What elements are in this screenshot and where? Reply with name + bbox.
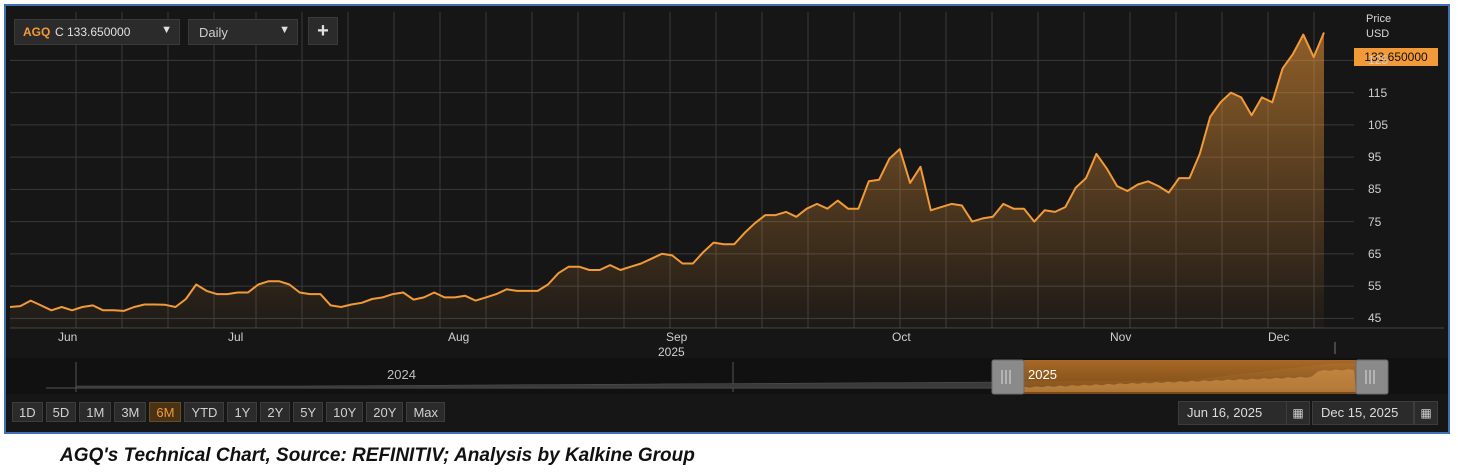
range-button[interactable]: Max: [406, 402, 445, 422]
price-area-fill: [10, 32, 1324, 328]
navigator-year-2024: 2024: [387, 367, 416, 382]
range-buttons: 1D 5D 1M 3M 6M YTD 1Y 2Y 5Y 10Y 20Y Max: [12, 402, 445, 422]
y-tick-label: 125: [1368, 53, 1389, 68]
navigator[interactable]: [6, 358, 1448, 395]
navigator-selection-sparkline: [1024, 369, 1356, 392]
range-button[interactable]: 1Y: [227, 402, 258, 422]
range-button[interactable]: 10Y: [326, 402, 364, 422]
ticker-quote: C 133.650000: [55, 25, 131, 39]
calendar-icon[interactable]: ▦: [1286, 401, 1310, 425]
x-tick-label: Jul: [228, 330, 244, 344]
price-chart[interactable]: [6, 6, 1448, 432]
x-tick-label: Dec: [1268, 330, 1290, 344]
y-tick-label: 115: [1368, 85, 1388, 100]
chevron-down-icon: ▼: [161, 24, 172, 36]
y-tick-label: 105: [1368, 117, 1389, 132]
y-tick-label: 95: [1368, 150, 1382, 165]
interval-label: Daily: [199, 25, 228, 40]
y-tick-label: 75: [1368, 214, 1382, 229]
navigator-handle-right[interactable]: [1355, 359, 1389, 395]
interval-select[interactable]: Daily ▼: [188, 19, 298, 45]
last-price-tag: 133.650000: [1354, 48, 1438, 66]
y-tick-label: 45: [1368, 311, 1382, 326]
ticker-symbol: AGQ: [23, 25, 51, 39]
x-tick-label: Nov: [1110, 330, 1132, 344]
navigator-handle-left[interactable]: [991, 359, 1025, 395]
range-button[interactable]: 6M: [149, 402, 182, 422]
chart-frame: AGQ C 133.650000 ▼ Daily ▼ + Price USD 1…: [4, 4, 1450, 434]
start-date-field[interactable]: Jun 16, 2025: [1178, 401, 1290, 425]
calendar-icon[interactable]: ▦: [1414, 401, 1438, 425]
x-axis-year: 2025: [658, 345, 685, 359]
range-button[interactable]: 3M: [114, 402, 147, 422]
x-tick-label: Sep: [666, 330, 688, 344]
x-tick-label: Jun: [58, 330, 78, 344]
range-button[interactable]: 1D: [12, 402, 43, 422]
price-area: [9, 32, 1325, 328]
y-tick-label: 65: [1368, 246, 1382, 261]
chart-caption: AGQ's Technical Chart, Source: REFINITIV…: [60, 445, 695, 466]
price-line: [9, 32, 1325, 312]
x-tick-label: Aug: [448, 330, 470, 344]
ticker-select[interactable]: AGQ C 133.650000 ▼: [14, 19, 180, 45]
range-button[interactable]: 2Y: [260, 402, 291, 422]
x-tick-label: Oct: [892, 330, 911, 344]
end-date-field[interactable]: Dec 15, 2025: [1312, 401, 1414, 425]
chart-area[interactable]: AGQ C 133.650000 ▼ Daily ▼ + Price USD 1…: [6, 6, 1448, 432]
currency-label: USD: [1366, 28, 1390, 40]
range-button[interactable]: 5D: [45, 402, 77, 422]
range-button[interactable]: 5Y: [293, 402, 324, 422]
range-button[interactable]: YTD: [184, 402, 225, 422]
navigator-year-2025: 2025: [1028, 367, 1057, 382]
price-axis-title: Price: [1366, 13, 1392, 25]
range-button[interactable]: 20Y: [366, 402, 404, 422]
chevron-down-icon: ▼: [279, 24, 290, 36]
y-tick-label: 55: [1368, 279, 1382, 294]
range-button[interactable]: 1M: [79, 402, 112, 422]
y-tick-label: 85: [1368, 182, 1382, 197]
add-button[interactable]: +: [308, 17, 338, 45]
price-axis-header: Price USD: [1366, 12, 1391, 42]
